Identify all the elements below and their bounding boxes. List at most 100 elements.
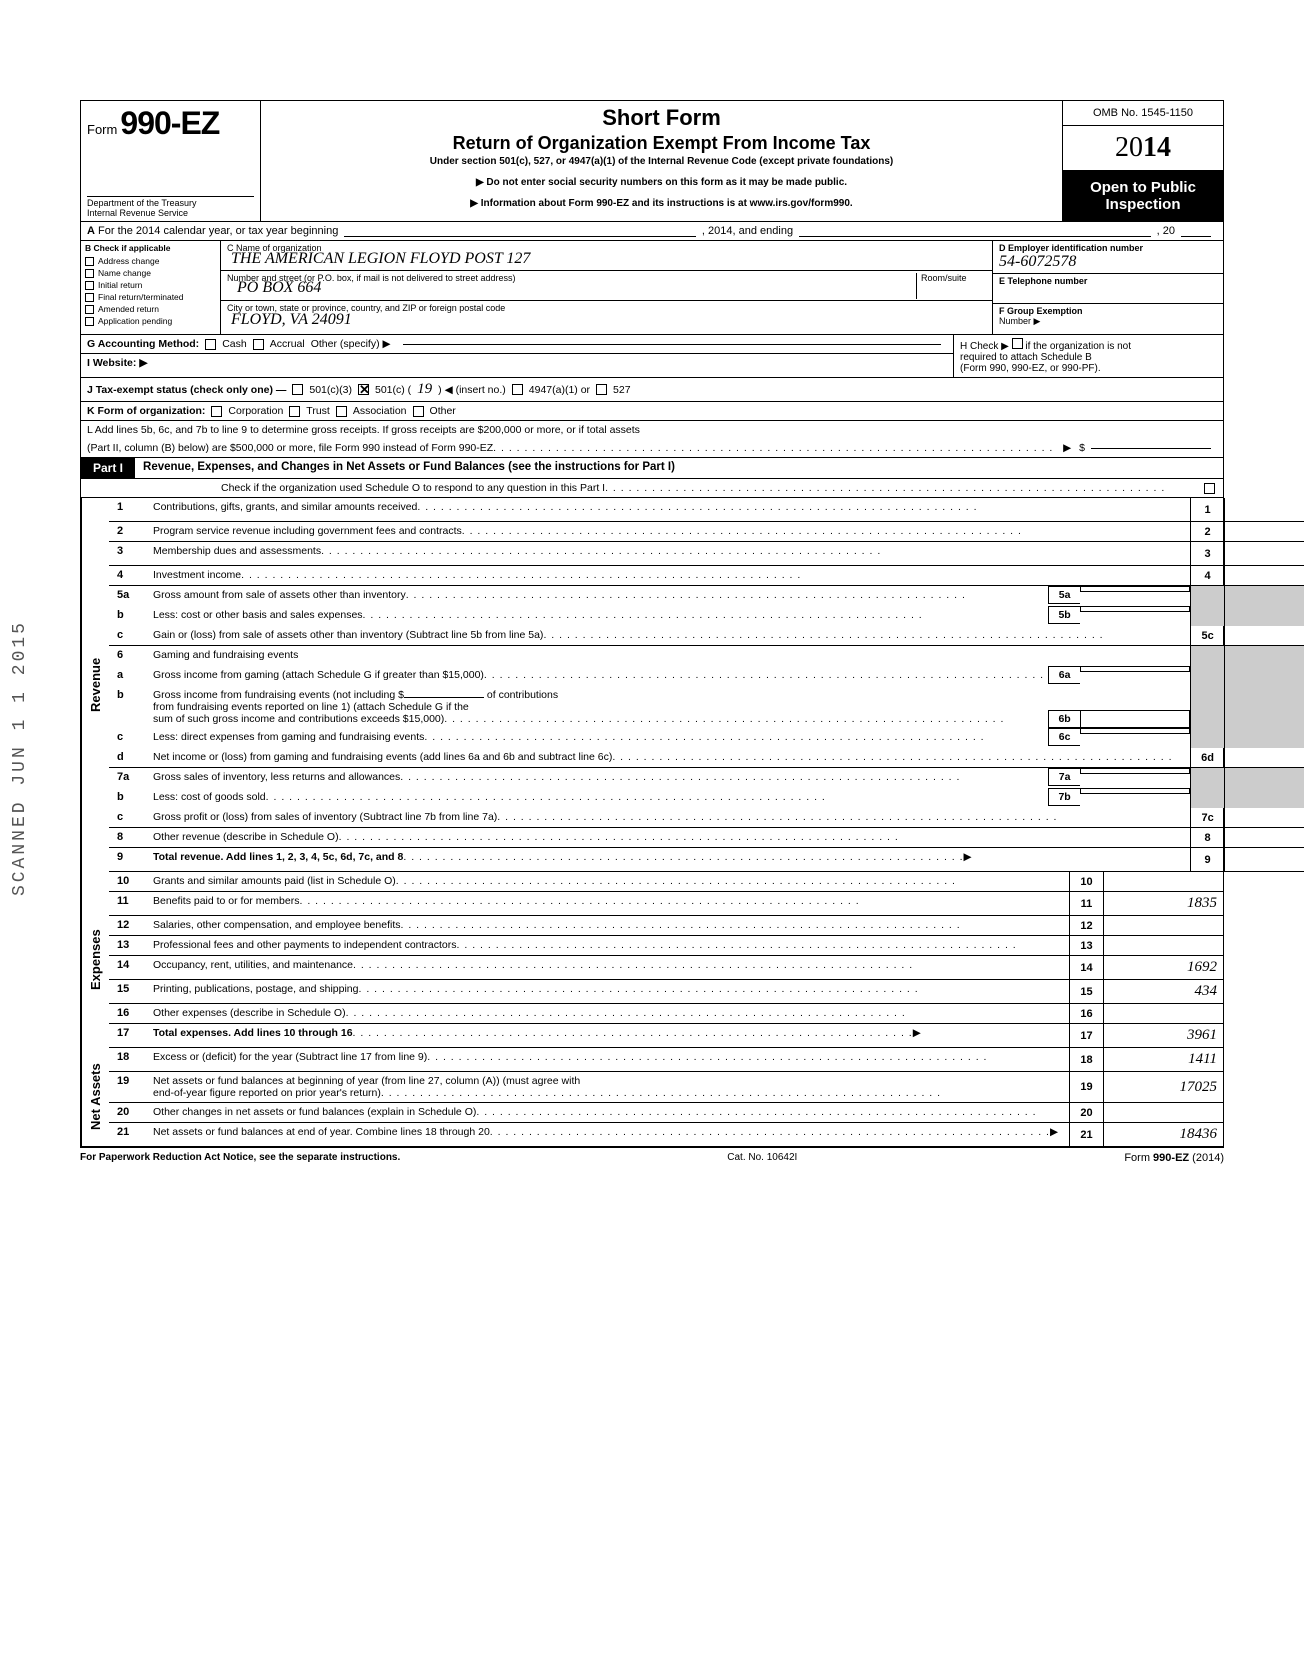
- line-2: 2 Program service revenue including gove…: [109, 522, 1304, 542]
- line-7a: 7a Gross sales of inventory, less return…: [109, 768, 1304, 788]
- chk-initial-return[interactable]: Initial return: [81, 279, 220, 291]
- line-7b: b Less: cost of goods sold 7b: [109, 788, 1304, 808]
- line-5c: c Gain or (loss) from sale of assets oth…: [109, 626, 1304, 646]
- row-h: H Check ▶ if the organization is not req…: [953, 335, 1223, 377]
- line-3: 3 Membership dues and assessments 3 1835: [109, 542, 1304, 566]
- group-exemption-field[interactable]: F Group Exemption Number ▶: [993, 304, 1223, 334]
- dept-block: Department of the Treasury Internal Reve…: [87, 196, 254, 219]
- form-number: 990-EZ: [120, 105, 219, 141]
- chk-amended-return[interactable]: Amended return: [81, 303, 220, 315]
- chk-name-change[interactable]: Name change: [81, 267, 220, 279]
- chk-corporation[interactable]: [211, 406, 222, 417]
- net-assets-label: Net Assets: [81, 1048, 109, 1146]
- chk-final-return[interactable]: Final return/terminated: [81, 291, 220, 303]
- col-b-header: B Check if applicable: [81, 241, 220, 255]
- row-a-text1: For the 2014 calendar year, or tax year …: [98, 225, 338, 237]
- block-bcdef: B Check if applicable Address change Nam…: [80, 241, 1224, 335]
- l-amount[interactable]: [1091, 448, 1211, 449]
- telephone-field[interactable]: E Telephone number: [993, 274, 1223, 304]
- row-a-blank2[interactable]: [799, 225, 1151, 237]
- part1-tag: Part I: [81, 458, 135, 478]
- amt-5b[interactable]: [1080, 606, 1190, 612]
- line-6a: a Gross income from gaming (attach Sched…: [109, 666, 1304, 686]
- info-line-1: ▶ Do not enter social security numbers o…: [269, 177, 1054, 188]
- f-label: F Group Exemption: [999, 306, 1083, 316]
- chk-501c3[interactable]: [292, 384, 303, 395]
- row-k: K Form of organization: Corporation Trus…: [80, 402, 1224, 421]
- city-field[interactable]: City or town, state or province, country…: [221, 301, 992, 331]
- address-field[interactable]: Number and street (or P.O. box, if mail …: [221, 271, 992, 301]
- ein-field[interactable]: D Employer identification number 54-6072…: [993, 241, 1223, 274]
- chk-accrual[interactable]: [253, 339, 264, 350]
- form-prefix: Form: [87, 122, 117, 137]
- line-6: 6 Gaming and fundraising events: [109, 646, 1304, 666]
- line-4: 4 Investment income 4: [109, 566, 1304, 586]
- chk-schedule-o[interactable]: [1204, 483, 1215, 494]
- amt-14: 1692: [1187, 959, 1217, 976]
- amt-6c[interactable]: [1080, 728, 1190, 734]
- ein-value: 54-6072578: [999, 253, 1217, 271]
- l-text1: L Add lines 5b, 6c, and 7b to line 9 to …: [87, 424, 1217, 436]
- chk-527[interactable]: [596, 384, 607, 395]
- amt-7a[interactable]: [1080, 768, 1190, 774]
- title-main: Short Form: [269, 105, 1054, 131]
- chk-schedule-b[interactable]: [1012, 338, 1023, 349]
- line-18: 18 Excess or (deficit) for the year (Sub…: [109, 1048, 1223, 1072]
- header-left: Form 990-EZ Department of the Treasury I…: [81, 101, 261, 221]
- chk-trust[interactable]: [289, 406, 300, 417]
- amt-5a[interactable]: [1080, 586, 1190, 592]
- amt-6a[interactable]: [1080, 666, 1190, 672]
- chk-cash[interactable]: [205, 339, 216, 350]
- i-label: I Website: ▶: [87, 357, 147, 369]
- expenses-section: Expenses 10 Grants and similar amounts p…: [80, 872, 1224, 1048]
- amt-17: 3961: [1187, 1027, 1217, 1044]
- line-7c: c Gross profit or (loss) from sales of i…: [109, 808, 1304, 828]
- chk-application-pending[interactable]: Application pending: [81, 315, 220, 327]
- row-a-text2: , 2014, and ending: [702, 225, 793, 237]
- omb-number: OMB No. 1545-1150: [1063, 101, 1223, 126]
- row-a-tax-year: A For the 2014 calendar year, or tax yea…: [80, 222, 1224, 241]
- chk-other[interactable]: [413, 406, 424, 417]
- amt-15: 434: [1195, 983, 1218, 1000]
- l-text2: (Part II, column (B) below) are $500,000…: [87, 442, 493, 454]
- line-9: 9 Total revenue. Add lines 1, 2, 3, 4, 5…: [109, 848, 1304, 872]
- line-14: 14 Occupancy, rent, utilities, and maint…: [109, 956, 1223, 980]
- row-j: J Tax-exempt status (check only one) — 5…: [80, 378, 1224, 402]
- row-a-blank3[interactable]: [1181, 225, 1211, 237]
- row-a-blank1[interactable]: [344, 225, 696, 237]
- org-name-field[interactable]: C Name of organization THE AMERICAN LEGI…: [221, 241, 992, 271]
- col-c: C Name of organization THE AMERICAN LEGI…: [221, 241, 993, 334]
- room-suite-label: Room/suite: [916, 273, 986, 299]
- amt-6b[interactable]: [1080, 710, 1190, 728]
- line-16: 16 Other expenses (describe in Schedule …: [109, 1004, 1223, 1024]
- line-11: 11 Benefits paid to or for members 11 18…: [109, 892, 1223, 916]
- chk-4947[interactable]: [512, 384, 523, 395]
- chk-address-change[interactable]: Address change: [81, 255, 220, 267]
- footer-right: Form 990-EZ (2014): [1124, 1152, 1224, 1164]
- line-20: 20 Other changes in net assets or fund b…: [109, 1103, 1223, 1123]
- k-label: K Form of organization:: [87, 405, 205, 417]
- g-other-blank[interactable]: [403, 344, 941, 345]
- form-footer: For Paperwork Reduction Act Notice, see …: [80, 1147, 1224, 1168]
- info-line-2: ▶ Information about Form 990-EZ and its …: [269, 198, 1054, 209]
- scanned-stamp: SCANNED JUN 1 1 2015: [10, 620, 30, 896]
- e-label: E Telephone number: [999, 276, 1087, 286]
- line-6d: d Net income or (loss) from gaming and f…: [109, 748, 1304, 768]
- row-g: G Accounting Method: Cash Accrual Other …: [81, 335, 953, 354]
- revenue-section: Revenue 1 Contributions, gifts, grants, …: [80, 498, 1224, 872]
- line-5a: 5a Gross amount from sale of assets othe…: [109, 586, 1304, 606]
- form-header: Form 990-EZ Department of the Treasury I…: [80, 100, 1224, 222]
- g-label: G Accounting Method:: [87, 338, 199, 350]
- line-21: 21 Net assets or fund balances at end of…: [109, 1123, 1223, 1146]
- amt-7b[interactable]: [1080, 788, 1190, 794]
- amt-21: 18436: [1180, 1126, 1218, 1143]
- label-a: A: [87, 225, 95, 237]
- line-15: 15 Printing, publications, postage, and …: [109, 980, 1223, 1004]
- amt-19: 17025: [1180, 1079, 1218, 1096]
- line-6b: b Gross income from fundraising events (…: [109, 686, 1304, 728]
- chk-association[interactable]: [336, 406, 347, 417]
- chk-501c[interactable]: [358, 384, 369, 395]
- tax-year: 2014: [1063, 126, 1223, 171]
- row-a-text3: , 20: [1157, 225, 1175, 237]
- amt-18: 1411: [1188, 1051, 1217, 1068]
